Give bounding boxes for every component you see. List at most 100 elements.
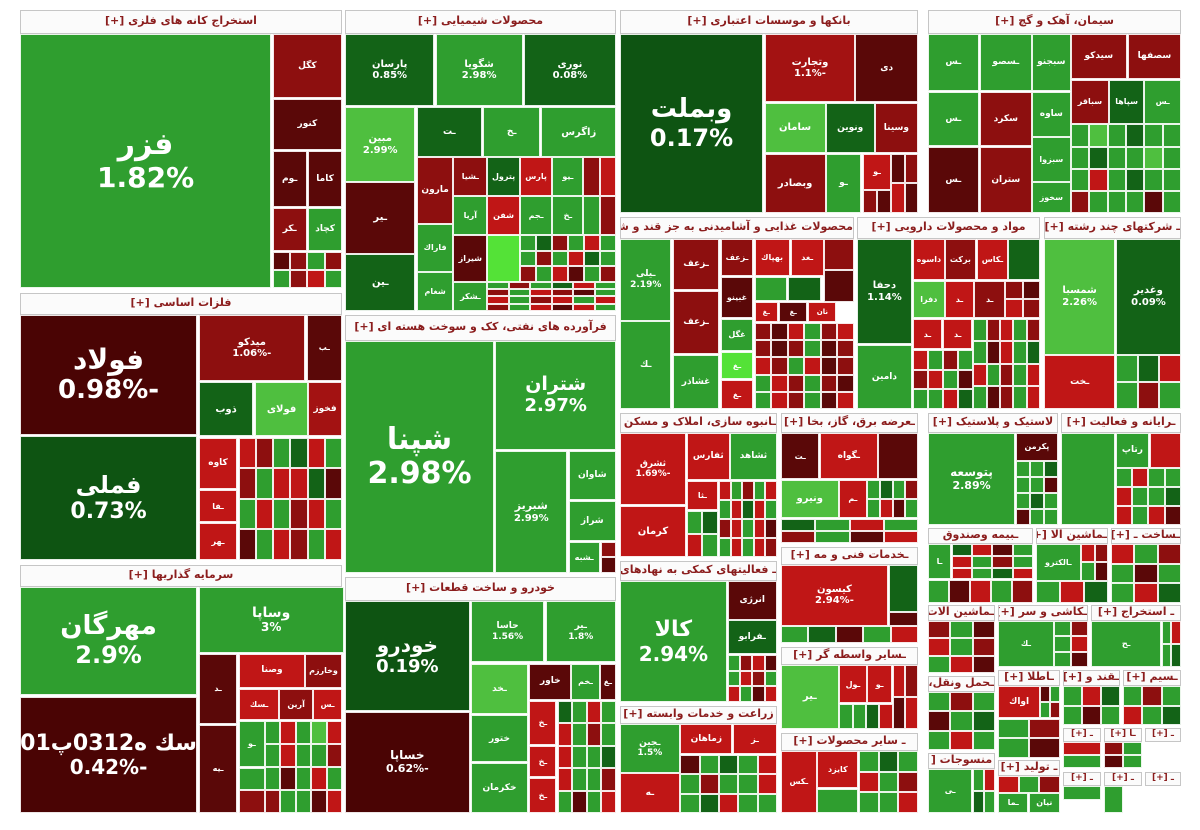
treemap-tile[interactable] (883, 518, 918, 531)
treemap-tile-وتجارت[interactable]: وتجارت -1.1% (764, 34, 856, 103)
treemap-tile-شغام[interactable]: شغام (416, 272, 454, 311)
treemap-tile-ـفرابو[interactable]: ـفرابو (727, 620, 777, 655)
treemap-tile[interactable] (487, 289, 509, 297)
treemap-tile[interactable] (307, 529, 325, 560)
treemap-tile-ـی[interactable]: ـی (928, 769, 973, 813)
treemap-tile[interactable] (1115, 506, 1132, 525)
treemap-tile[interactable] (311, 721, 327, 745)
treemap-tile-كایزد[interactable]: كایزد (817, 751, 859, 789)
treemap-tile-ـز[interactable]: ـز (733, 724, 777, 755)
treemap-tile[interactable] (1164, 487, 1181, 507)
treemap-tile[interactable] (324, 270, 342, 288)
treemap-tile[interactable] (905, 479, 918, 499)
treemap-tile[interactable] (519, 266, 536, 282)
treemap-tile[interactable] (1145, 786, 1181, 800)
treemap-tile[interactable] (290, 270, 308, 288)
treemap-tile[interactable] (764, 686, 777, 702)
treemap-tile[interactable] (601, 557, 616, 573)
treemap-tile-انرژی[interactable]: انرژی (727, 581, 777, 620)
treemap-tile[interactable] (1161, 686, 1181, 706)
treemap-tile[interactable] (1050, 702, 1060, 719)
treemap-tile[interactable] (1089, 190, 1108, 213)
treemap-tile[interactable] (1144, 168, 1163, 191)
treemap-tile[interactable] (324, 252, 342, 271)
treemap-tile[interactable] (928, 655, 951, 673)
treemap-tile[interactable] (804, 323, 821, 341)
treemap-tile[interactable] (572, 768, 587, 791)
treemap-tile[interactable] (971, 544, 993, 556)
treemap-tile[interactable] (1115, 468, 1132, 488)
treemap-tile[interactable] (1007, 239, 1040, 280)
treemap-tile-فولای[interactable]: فولای (255, 382, 309, 437)
treemap-tile-ـشكر[interactable]: ـشكر (453, 281, 488, 311)
treemap-tile-پارسان[interactable]: پارسان 0.85% (345, 34, 435, 107)
treemap-tile[interactable] (1107, 146, 1126, 169)
treemap-tile[interactable] (928, 579, 949, 603)
treemap-tile-سبجنو[interactable]: سبجنو (1031, 34, 1071, 92)
treemap-tile-ـخم[interactable]: ـخم (571, 663, 600, 700)
treemap-tile-ـیه[interactable]: ـیه (198, 724, 238, 813)
treemap-tile[interactable] (324, 498, 342, 530)
treemap-tile[interactable] (764, 670, 777, 687)
treemap-tile-ذوب[interactable]: ذوب (198, 382, 254, 437)
treemap-tile[interactable] (1089, 146, 1108, 169)
treemap-tile[interactable] (891, 183, 905, 213)
treemap-tile[interactable] (992, 544, 1013, 556)
treemap-tile[interactable] (1149, 433, 1181, 468)
treemap-tile[interactable] (256, 498, 274, 530)
treemap-tile[interactable] (928, 730, 951, 750)
treemap-tile[interactable] (1107, 168, 1126, 191)
treemap-tile[interactable] (1043, 493, 1058, 509)
treemap-tile[interactable] (1039, 776, 1060, 793)
treemap-tile-ـغ[interactable]: ـغ (720, 380, 754, 409)
treemap-tile[interactable] (958, 369, 974, 390)
treemap-tile[interactable] (551, 296, 574, 304)
treemap-tile[interactable] (771, 323, 788, 341)
treemap-tile-كالا[interactable]: كالا 2.94% (620, 581, 727, 702)
treemap-tile-شراز[interactable]: شراز (568, 501, 616, 541)
treemap-tile[interactable] (290, 468, 308, 499)
treemap-tile[interactable] (820, 340, 838, 358)
treemap-tile[interactable] (1145, 799, 1181, 813)
treemap-tile-دحفا[interactable]: دحفا 1.14% (857, 239, 912, 345)
sector-header[interactable]: ـ [+] (1063, 728, 1101, 742)
treemap-tile-ـو[interactable]: ـو (825, 153, 862, 213)
sector-header[interactable]: ـقند و [+] (1063, 670, 1120, 686)
treemap-tile-بركت[interactable]: بركت (944, 239, 976, 280)
treemap-tile[interactable] (1134, 563, 1158, 584)
treemap-tile-نوری[interactable]: نوری 0.08% (523, 34, 616, 107)
treemap-tile[interactable] (739, 670, 753, 687)
sector-header[interactable]: ـخدمات فنی و مه [+] (781, 547, 918, 565)
treemap-tile[interactable] (1159, 382, 1181, 409)
treemap-tile[interactable] (1036, 580, 1060, 603)
treemap-tile[interactable] (508, 303, 531, 311)
treemap-tile-آرین[interactable]: آرین (279, 688, 313, 721)
treemap-tile[interactable] (986, 363, 1000, 387)
treemap-tile-ـو[interactable]: ـو (238, 721, 265, 767)
treemap-tile[interactable] (820, 323, 838, 341)
treemap-tile-وصنا[interactable]: وصنا (238, 653, 305, 688)
treemap-tile[interactable] (950, 638, 973, 656)
treemap-tile[interactable] (859, 792, 879, 813)
treemap-tile[interactable] (256, 529, 274, 560)
treemap-tile-حاسا[interactable]: حاسا 1.56% (471, 601, 545, 663)
treemap-tile[interactable] (1063, 686, 1082, 706)
treemap-tile[interactable] (765, 518, 777, 538)
treemap-tile-زاگرس[interactable]: زاگرس (541, 107, 616, 158)
treemap-tile[interactable] (992, 567, 1013, 580)
treemap-tile-خكرمان[interactable]: خكرمان (471, 763, 528, 813)
treemap-tile[interactable] (1081, 544, 1095, 563)
treemap-tile[interactable] (1005, 299, 1023, 319)
treemap-tile-سصفها[interactable]: سصفها (1127, 34, 1181, 79)
treemap-tile[interactable] (1148, 487, 1165, 507)
treemap-tile-ـخت[interactable]: ـخت (1044, 355, 1116, 409)
treemap-tile-ـثا[interactable]: ـثا (686, 480, 719, 511)
treemap-tile[interactable] (837, 340, 854, 358)
treemap-tile-ـد[interactable]: ـد (198, 653, 238, 724)
treemap-tile[interactable] (1029, 509, 1044, 525)
treemap-tile[interactable] (519, 234, 536, 251)
treemap-tile[interactable] (557, 768, 573, 791)
treemap-tile[interactable] (892, 665, 906, 697)
treemap-tile-وساپا[interactable]: وساپا 3% (198, 587, 344, 653)
treemap-tile[interactable] (326, 790, 342, 813)
